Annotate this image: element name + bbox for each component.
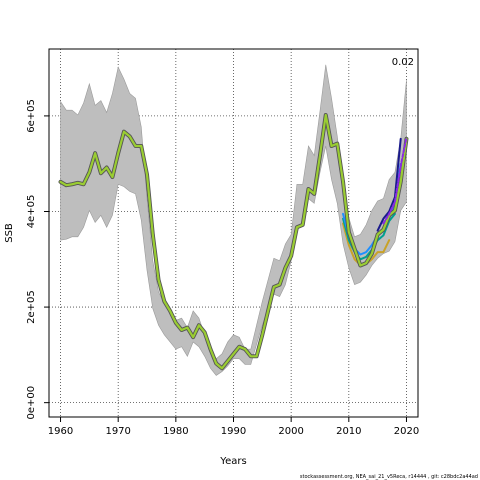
y-axis: 0e+00 2e+05 4e+05 6e+05 [26, 99, 49, 419]
corner-label: 0.02 [392, 57, 414, 68]
x-axis: 1960 1970 1980 1990 2000 2010 2020 [48, 417, 419, 437]
series-lines [58, 112, 409, 371]
y-axis-title: SSB [4, 223, 15, 243]
x-axis-title: Years [219, 456, 246, 467]
y-tick-label-600000: 6e+05 [26, 99, 37, 133]
retro-line-4 [376, 137, 402, 232]
y-tick-label-200000: 2e+05 [26, 290, 37, 324]
x-tick-label-1970: 1970 [105, 426, 130, 437]
x-tick-label-2010: 2010 [336, 426, 361, 437]
x-tick-label-2020: 2020 [394, 426, 419, 437]
estimate-line [59, 113, 408, 370]
x-tick-label-2000: 2000 [278, 426, 303, 437]
x-tick-label-1980: 1980 [163, 426, 188, 437]
retro-line-5 [382, 136, 408, 225]
x-tick-label-1990: 1990 [221, 426, 246, 437]
x-tick-label-1960: 1960 [48, 426, 73, 437]
footer-text: stockassessment.org, NEA_sai_21_v5Reca, … [300, 474, 478, 480]
y-tick-label-0: 0e+00 [26, 386, 37, 420]
y-tick-label-400000: 4e+05 [26, 195, 37, 229]
